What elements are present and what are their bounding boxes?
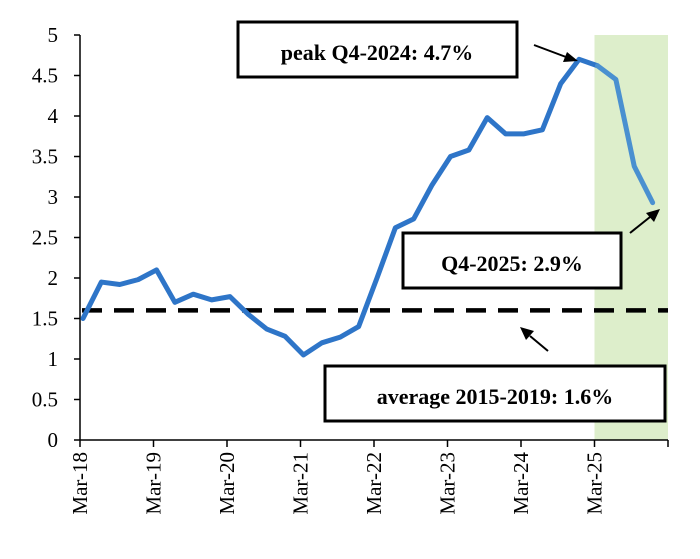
average-callout-box — [323, 364, 667, 423]
peak-arrowhead-icon — [563, 52, 578, 62]
series-line-forecast — [595, 63, 656, 206]
x-tick-label: Mar-21 — [289, 452, 313, 515]
y-tick-label: 4.5 — [32, 64, 58, 88]
x-tick-label: Mar-18 — [68, 452, 92, 515]
x-tick-label: Mar-22 — [362, 452, 386, 515]
y-tick-label: 2 — [48, 266, 59, 290]
y-tick-label: 1.5 — [32, 307, 58, 331]
y-tick-label: 4 — [48, 104, 59, 128]
latest-callout-label: Q4-2025: 2.9% — [441, 251, 583, 276]
peak-callout-box — [236, 20, 519, 79]
average-callout-label: average 2015-2019: 1.6% — [377, 384, 613, 409]
x-tick-label: Mar-24 — [509, 452, 533, 515]
x-tick-label: Mar-25 — [583, 452, 607, 515]
y-tick-label: 0.5 — [32, 388, 58, 412]
annotations: peak Q4-2024: 4.7% Q4-2025: 2.9% average… — [236, 20, 667, 423]
x-tick-label: Mar-19 — [142, 452, 166, 515]
peak-callout-label: peak Q4-2024: 4.7% — [281, 40, 474, 65]
y-tick-label: 3.5 — [32, 145, 58, 169]
y-tick-label: 0 — [48, 428, 59, 452]
series-line — [80, 56, 600, 358]
latest-callout-box — [401, 231, 623, 290]
data-series — [80, 56, 656, 358]
axes: 0 0.5 1 1.5 2 2.5 3 3.5 4 4.5 5 Mar-18 Mar-19 Mar-20 M… — [32, 23, 669, 515]
y-tick-label: 2.5 — [32, 226, 58, 250]
average-arrowhead-icon — [520, 327, 534, 340]
y-tick-label: 3 — [48, 185, 59, 209]
latest-arrow — [629, 216, 651, 234]
average-arrow — [529, 335, 549, 352]
y-tick-label: 1 — [48, 347, 59, 371]
latest-arrowhead-icon — [646, 209, 660, 222]
x-tick-label: Mar-23 — [436, 452, 460, 515]
peak-arrow — [533, 44, 567, 58]
x-tick-label: Mar-20 — [215, 452, 239, 515]
y-tick-label: 5 — [48, 23, 59, 47]
